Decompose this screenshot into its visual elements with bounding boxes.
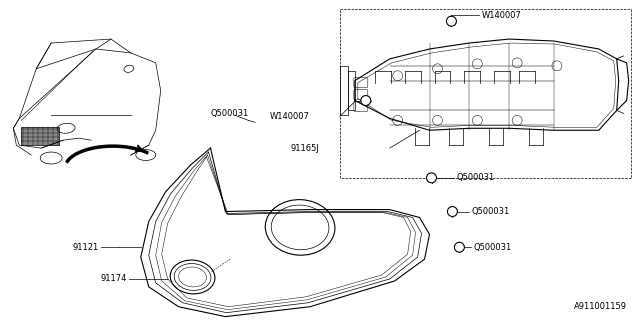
- Text: 91121: 91121: [73, 243, 99, 252]
- Text: 91165J: 91165J: [290, 144, 319, 153]
- Text: Q500031: Q500031: [456, 173, 495, 182]
- Text: Q500031: Q500031: [474, 243, 511, 252]
- Circle shape: [447, 16, 456, 26]
- Text: W140007: W140007: [481, 11, 521, 20]
- FancyBboxPatch shape: [21, 127, 59, 145]
- Circle shape: [361, 96, 371, 106]
- Text: Q500031: Q500031: [211, 109, 249, 118]
- Text: Q500031: Q500031: [471, 207, 509, 216]
- Text: A911001159: A911001159: [573, 302, 627, 311]
- Circle shape: [426, 173, 436, 183]
- Circle shape: [447, 207, 458, 217]
- Circle shape: [454, 242, 465, 252]
- Text: 91174: 91174: [100, 275, 127, 284]
- Text: W140007: W140007: [270, 112, 310, 121]
